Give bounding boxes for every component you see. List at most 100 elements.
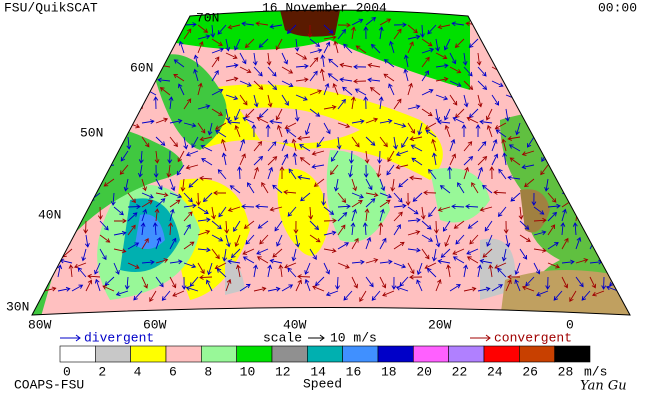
wind-arrow (463, 66, 473, 77)
colorbar-tick-label: 16 (346, 364, 362, 379)
speed-region (240, 107, 360, 144)
colorbar-box (165, 345, 202, 363)
wind-arrow (343, 43, 353, 54)
wind-arrow (71, 66, 84, 74)
land (520, 189, 550, 233)
wind-arrow (363, 164, 369, 178)
wind-arrow (197, 262, 205, 275)
wind-arrow (113, 35, 127, 41)
colorbar-box (519, 345, 555, 363)
wind-arrow (309, 234, 321, 243)
wind-arrow (166, 164, 172, 178)
wind-arrow (437, 206, 451, 212)
date: 16 November 2004 (262, 0, 387, 15)
wind-arrow (197, 24, 209, 33)
wind-arrow (348, 164, 353, 178)
wind-arrow (56, 52, 62, 66)
wind-arrow (239, 80, 252, 87)
wind-arrow (295, 52, 308, 60)
wind-arrow (32, 256, 45, 264)
wind-arrow (202, 192, 213, 203)
wind-arrow (69, 166, 75, 180)
wind-arrow (575, 276, 584, 288)
wind-arrow (297, 274, 311, 280)
wind-arrow (153, 96, 159, 110)
wind-arrow (603, 28, 612, 40)
wind-arrow (350, 96, 356, 110)
wind-arrow (32, 248, 45, 255)
wind-arrow (195, 192, 201, 206)
wind-arrow (46, 256, 59, 264)
wind-arrow (379, 208, 385, 222)
wind-arrow (393, 122, 407, 128)
wind-arrow (547, 242, 559, 250)
wind-arrow (407, 230, 421, 236)
wind-arrow (59, 23, 73, 29)
wind-arrow (393, 22, 407, 28)
wind-arrow (132, 86, 143, 96)
wind-arrow (76, 24, 87, 34)
wind-arrow (558, 164, 564, 178)
colorbar-box (201, 345, 237, 363)
wind-arrow (87, 273, 101, 279)
speed-region (160, 10, 470, 90)
wind-arrow (575, 136, 586, 146)
wind-arrow (123, 178, 129, 192)
wind-arrow (295, 234, 301, 248)
wind-arrow (351, 136, 360, 148)
wind-arrow (169, 118, 183, 124)
wind-arrow (261, 182, 269, 194)
wind-arrow (81, 248, 87, 262)
wind-arrow (533, 24, 544, 34)
wind-arrow (89, 143, 101, 152)
wind-arrow (546, 136, 552, 150)
wind-arrow (494, 122, 507, 130)
wind-arrow (323, 104, 337, 110)
wind-arrow (365, 198, 376, 208)
wind-arrow (32, 80, 42, 87)
wind-arrow (281, 139, 288, 152)
wind-arrow (281, 284, 294, 292)
wind-arrow (547, 224, 556, 236)
wind-arrow (477, 94, 483, 108)
wind-arrow (365, 178, 373, 191)
wind-arrow (432, 152, 437, 166)
wind-arrow (25, 109, 30, 120)
wind-arrow (309, 89, 322, 96)
wind-arrow (65, 38, 73, 51)
legend-scale: scale (263, 330, 302, 345)
wind-arrow (597, 150, 605, 162)
wind-arrow (308, 206, 314, 220)
colorbar-box (377, 345, 414, 363)
wind-arrow (533, 122, 541, 135)
wind-arrow (488, 264, 494, 278)
wind-arrow (398, 178, 409, 188)
wind-arrow (594, 58, 605, 68)
lon-label: 40W (283, 317, 307, 332)
wind-arrow (599, 40, 605, 54)
wind-arrow (197, 247, 211, 253)
wind-arrow (257, 220, 269, 229)
wind-arrow (84, 234, 90, 248)
wind-arrow (463, 80, 474, 90)
wind-arrow (20, 186, 30, 193)
wind-arrow (113, 262, 120, 275)
wind-arrow (177, 150, 185, 163)
wind-arrow (337, 203, 351, 209)
wind-arrow (454, 38, 465, 49)
wind-arrow (210, 24, 216, 38)
wind-arrow (255, 21, 269, 27)
wind-arrow (155, 136, 166, 146)
wind-arrow (118, 58, 129, 68)
wind-arrow (602, 136, 608, 150)
wind-arrow (393, 203, 407, 209)
wind-arrow (491, 153, 499, 166)
wind-arrow (200, 144, 213, 152)
wind-arrow (518, 206, 524, 220)
wind-arrow (113, 105, 127, 111)
wind-arrow (614, 54, 620, 68)
wind-arrow (603, 224, 612, 236)
wind-arrow (323, 82, 330, 96)
wind-arrow (376, 164, 382, 178)
wind-arrow (617, 206, 629, 215)
